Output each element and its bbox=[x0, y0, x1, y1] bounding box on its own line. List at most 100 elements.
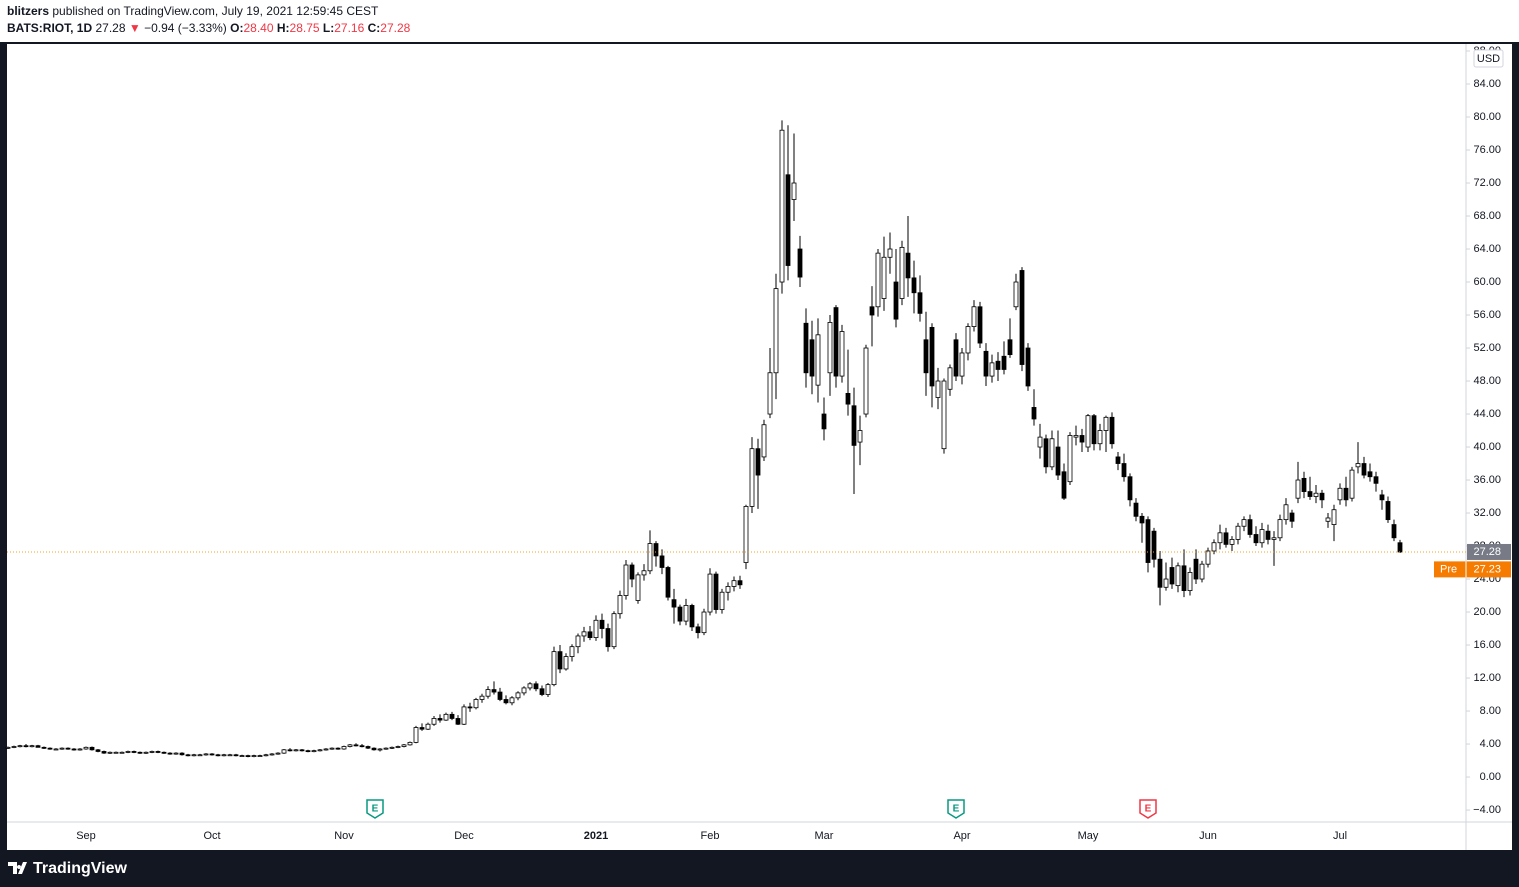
candle-body bbox=[989, 362, 995, 377]
candle-body bbox=[449, 713, 455, 719]
candle-body bbox=[527, 683, 533, 689]
y-tick-label: −4.00 bbox=[1473, 804, 1501, 816]
y-tick-label: 68.00 bbox=[1473, 210, 1501, 222]
candle-body bbox=[545, 684, 551, 695]
candle-body bbox=[863, 347, 869, 415]
candle-body bbox=[23, 745, 29, 748]
candle-body bbox=[239, 755, 245, 757]
candle-body bbox=[233, 754, 239, 757]
currency-box bbox=[1473, 49, 1504, 68]
candle-body bbox=[1001, 355, 1007, 370]
candle-body bbox=[497, 691, 503, 700]
candle-body bbox=[17, 745, 23, 748]
footer-logo: TradingView bbox=[8, 860, 128, 877]
candle-body bbox=[737, 580, 743, 586]
candle-body bbox=[935, 380, 941, 398]
candle-body bbox=[1301, 477, 1307, 492]
candle-body bbox=[149, 751, 155, 753]
symbol: BATS:RIOT, 1D bbox=[7, 21, 92, 35]
candle-body bbox=[689, 605, 695, 628]
candle-body bbox=[305, 750, 311, 753]
o-value: 28.40 bbox=[244, 21, 274, 35]
candle-body bbox=[1115, 456, 1121, 464]
candle-body bbox=[557, 651, 563, 670]
last-price-box bbox=[1467, 543, 1511, 560]
candle-body bbox=[521, 687, 527, 694]
candle-body bbox=[1019, 270, 1025, 365]
y-tick-label: 80.00 bbox=[1473, 111, 1501, 123]
candle-body bbox=[1139, 515, 1145, 524]
candle-body bbox=[695, 626, 701, 634]
candle-body bbox=[281, 749, 287, 754]
candle-body bbox=[1397, 542, 1403, 553]
candle-body bbox=[857, 430, 863, 443]
h-value: 28.75 bbox=[290, 21, 320, 35]
candle-body bbox=[1031, 407, 1037, 420]
candle-body bbox=[395, 746, 401, 748]
candle-body bbox=[455, 718, 461, 725]
candle-body bbox=[1211, 542, 1217, 552]
candle-body bbox=[887, 248, 893, 258]
candle-body bbox=[383, 747, 389, 750]
candle-body bbox=[227, 754, 233, 757]
candle-body bbox=[845, 392, 851, 405]
candle-body bbox=[1151, 530, 1157, 560]
candle-body bbox=[113, 751, 119, 754]
candle-body bbox=[1043, 438, 1049, 468]
candle-body bbox=[1289, 512, 1295, 522]
x-tick-label: Feb bbox=[701, 830, 720, 842]
candle-body bbox=[1349, 469, 1355, 499]
candle-body bbox=[1109, 416, 1115, 445]
brand: TradingView bbox=[33, 860, 128, 877]
y-tick-label: 76.00 bbox=[1473, 144, 1501, 156]
y-tick-label: 16.00 bbox=[1473, 639, 1501, 651]
candle-body bbox=[101, 751, 107, 754]
earnings-label: E bbox=[953, 804, 960, 815]
candle-body bbox=[473, 699, 479, 709]
candle-body bbox=[299, 749, 305, 752]
y-tick-label: 44.00 bbox=[1473, 408, 1501, 420]
candle-body bbox=[443, 713, 449, 721]
candle-body bbox=[323, 748, 329, 751]
candle-body bbox=[893, 281, 899, 320]
candle-body bbox=[971, 306, 977, 327]
candle-body bbox=[311, 750, 317, 753]
currency: USD bbox=[1477, 53, 1500, 65]
candle-body bbox=[953, 339, 959, 377]
candle-body bbox=[539, 688, 545, 695]
candle-body bbox=[707, 573, 713, 613]
candle-body bbox=[503, 699, 509, 704]
candle-body bbox=[821, 413, 827, 430]
candle-body bbox=[263, 754, 269, 757]
candle-body bbox=[1271, 537, 1277, 540]
y-tick-label: 60.00 bbox=[1473, 276, 1501, 288]
x-tick-label: 2021 bbox=[584, 830, 608, 842]
candle-body bbox=[911, 277, 917, 294]
candle-body bbox=[491, 689, 497, 693]
candle-body bbox=[761, 424, 767, 458]
candle-body bbox=[359, 745, 365, 748]
c-label: C: bbox=[368, 21, 381, 35]
candle-body bbox=[665, 567, 671, 598]
candle-body bbox=[467, 706, 473, 709]
candle-body bbox=[1241, 519, 1247, 527]
candle-body bbox=[725, 586, 731, 593]
candle-body bbox=[611, 613, 617, 648]
candle-body bbox=[617, 595, 623, 615]
l-value: 27.16 bbox=[334, 21, 364, 35]
footer-bar bbox=[0, 850, 1519, 887]
candle-body bbox=[191, 754, 197, 757]
candle-body bbox=[1085, 415, 1091, 448]
candle-body bbox=[797, 248, 803, 278]
candle-body bbox=[1367, 471, 1373, 478]
candle-body bbox=[1319, 492, 1325, 501]
candle-body bbox=[1091, 415, 1097, 445]
candle-body bbox=[95, 749, 101, 752]
c-value: 27.28 bbox=[380, 21, 410, 35]
x-tick-label: Nov bbox=[334, 830, 354, 842]
earnings-marker bbox=[366, 799, 384, 819]
earnings-marker bbox=[1139, 799, 1157, 819]
candle-body bbox=[815, 334, 821, 386]
candle-body bbox=[569, 646, 575, 657]
